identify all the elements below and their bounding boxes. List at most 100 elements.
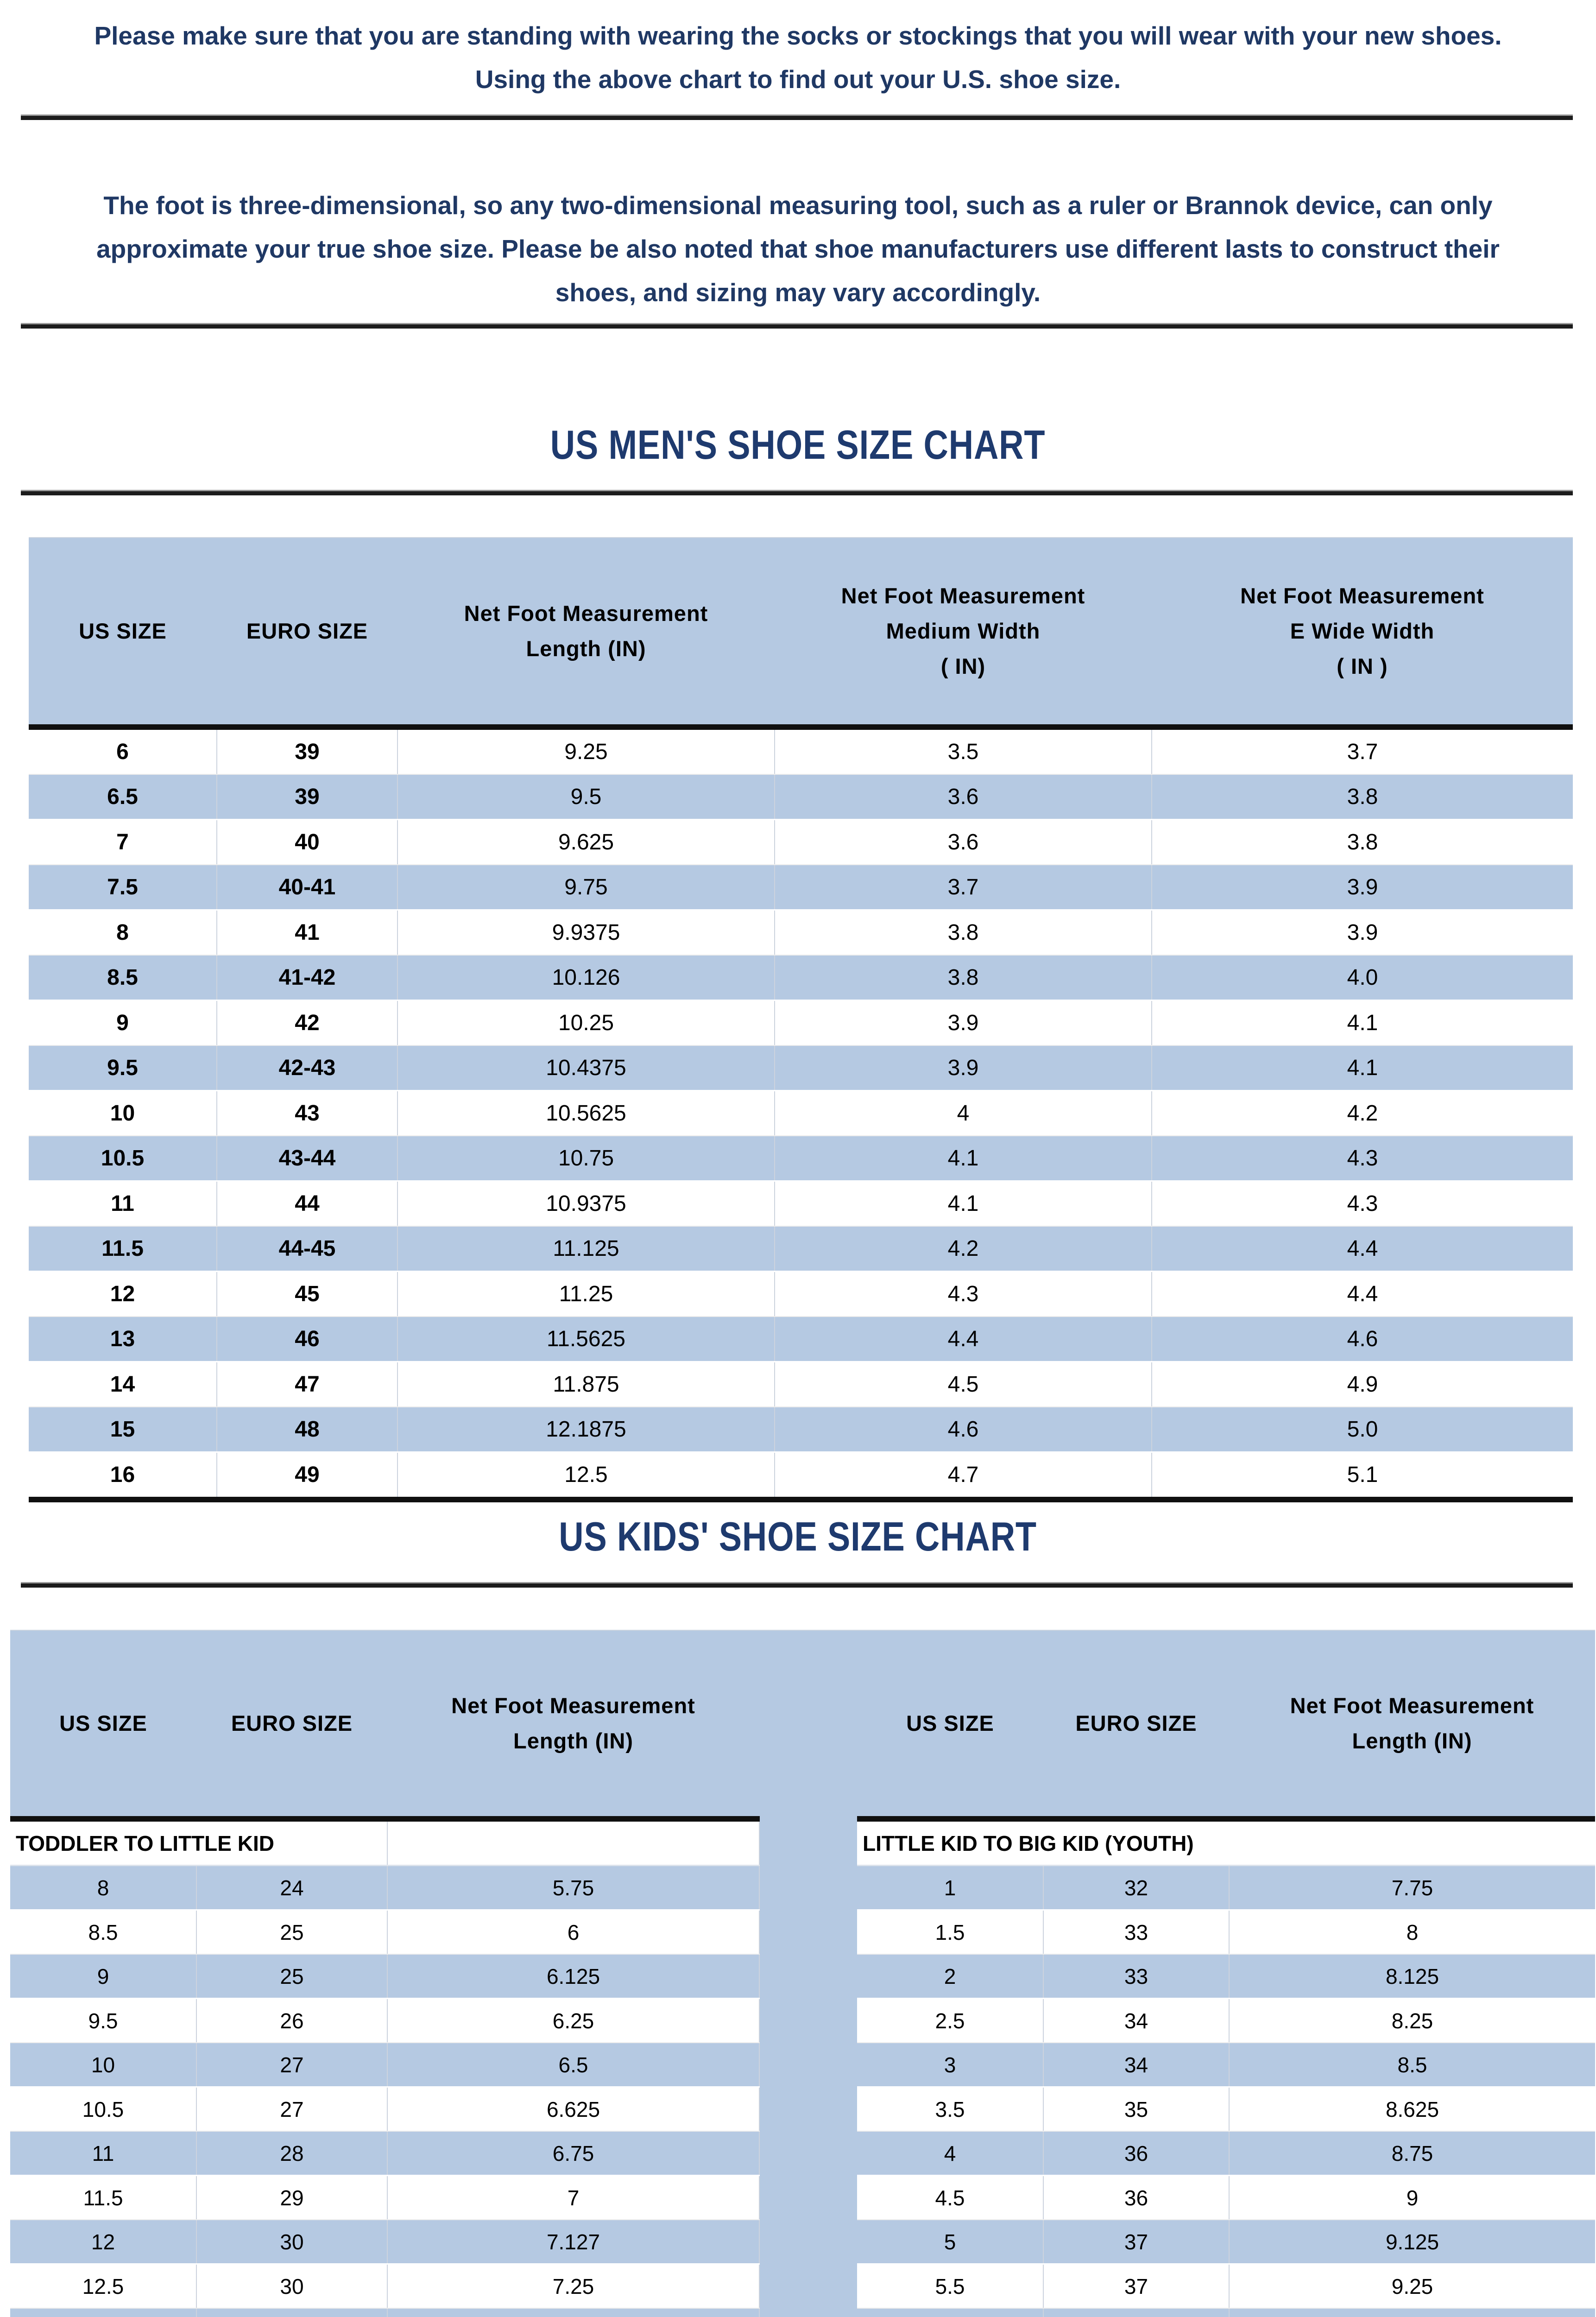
kids-table-row: 12.5 30 7.25 5.5 37 9.25 (10, 2264, 1595, 2309)
mens-size-cell: 42-43 (217, 1045, 398, 1091)
kids-size-cell: 33 (1043, 1910, 1230, 1955)
mens-table-row: 6.5 39 9.5 3.6 3.8 (29, 774, 1573, 820)
kids-size-cell: 30 (196, 2264, 388, 2309)
kids-size-cell: 11 (10, 2131, 197, 2176)
kids-size-cell: 32 (1043, 1865, 1230, 1911)
mens-size-cell: 3.9 (775, 1045, 1152, 1091)
mens-size-cell: 4.1 (775, 1136, 1152, 1182)
kids-size-cell: 5.75 (387, 1865, 760, 1911)
mens-size-cell: 4.2 (1152, 1090, 1573, 1136)
mens-table-row: 11.5 44-45 11.125 4.2 4.4 (29, 1226, 1573, 1272)
note-line: The foot is three-dimensional, so any tw… (103, 191, 1493, 220)
mens-header-row: US SIZE EURO SIZE Net Foot Measurement Leng… (29, 538, 1573, 730)
mens-size-cell: 4.7 (775, 1452, 1152, 1500)
divider-rule (21, 490, 1573, 495)
mens-size-cell: 40-41 (217, 865, 398, 911)
mens-table-row: 12 45 11.25 4.3 4.4 (29, 1271, 1573, 1317)
kids-size-cell: 7.5 (387, 2308, 760, 2317)
mens-size-cell: 9.9375 (397, 910, 775, 956)
kids-size-cell: 8.5 (1229, 2043, 1595, 2088)
kids-size-cell: 29 (196, 2175, 388, 2220)
mens-size-cell: 3.8 (775, 955, 1152, 1001)
mens-chart-title-text: US MEN'S SHOE SIZE CHART (550, 422, 1046, 468)
header-line: Length (IN) (513, 1728, 633, 1753)
mens-size-cell: 4.6 (1152, 1317, 1573, 1362)
mens-column-header-2: Net Foot Measurement Length (IN) (397, 538, 775, 730)
mens-size-cell: 12.5 (397, 1452, 775, 1500)
kids-size-cell: 6.5 (387, 2043, 760, 2088)
header-line: US SIZE (59, 1711, 147, 1735)
divider-rule (21, 114, 1573, 120)
mens-size-cell: 3.8 (775, 910, 1152, 956)
kids-size-cell: 13 (10, 2308, 197, 2317)
mens-column-header-4: Net Foot Measurement E Wide Width ( IN ) (1152, 538, 1573, 730)
kids-size-cell: 6.125 (387, 1954, 760, 1999)
kids-size-cell: 6.25 (387, 1998, 760, 2043)
kids-size-cell: 1.5 (857, 1910, 1044, 1955)
mens-size-cell: 41 (217, 910, 398, 956)
kids-size-cell: 12 (10, 2220, 197, 2265)
mens-size-cell: 11 (29, 1181, 217, 1227)
kids-size-cell: 6 (387, 1910, 760, 1955)
separator-cell (759, 2131, 857, 2176)
mens-size-cell: 44 (217, 1181, 398, 1227)
mens-table-row: 9 42 10.25 3.9 4.1 (29, 1000, 1573, 1046)
mens-size-cell: 39 (217, 774, 398, 820)
mens-size-cell: 4 (775, 1090, 1152, 1136)
mens-size-cell: 49 (217, 1452, 398, 1500)
mens-table-row: 8.5 41-42 10.126 3.8 4.0 (29, 955, 1573, 1001)
kids-table-row: 12 30 7.127 5 37 9.125 (10, 2220, 1595, 2265)
kids-size-cell: 11.5 (10, 2175, 197, 2220)
kids-size-cell: 6 (857, 2308, 1044, 2317)
mens-size-cell: 3.6 (775, 774, 1152, 820)
mens-size-cell: 11.5 (29, 1226, 217, 1272)
mens-size-cell: 39 (217, 727, 398, 775)
kids-size-cell: 35 (1043, 2087, 1230, 2132)
mens-table-row: 10.5 43-44 10.75 4.1 4.3 (29, 1136, 1573, 1182)
mens-size-cell: 43 (217, 1090, 398, 1136)
kids-size-cell: 5 (857, 2220, 1044, 2265)
mens-table-row: 13 46 11.5625 4.4 4.6 (29, 1317, 1573, 1362)
header-line: US SIZE (79, 619, 167, 643)
kids-size-cell: 27 (196, 2087, 388, 2132)
kids-chart-title-text: US KIDS' SHOE SIZE CHART (559, 1513, 1037, 1559)
kids-size-cell: 7.127 (387, 2220, 760, 2265)
mens-table-row: 11 44 10.9375 4.1 4.3 (29, 1181, 1573, 1227)
kids-size-cell: 8 (1229, 1910, 1595, 1955)
separator-cell (759, 2220, 857, 2264)
mens-size-cell: 9.5 (29, 1045, 217, 1091)
kids-size-cell: 5.5 (857, 2264, 1044, 2309)
mens-size-cell: 10.126 (397, 955, 775, 1001)
mens-size-cell: 44-45 (217, 1226, 398, 1272)
kids-table-row: 8.5 25 6 1.5 33 8 (10, 1910, 1595, 1955)
mens-size-cell: 12 (29, 1271, 217, 1317)
kids-size-cell: 2.5 (857, 1998, 1044, 2043)
mens-size-cell: 4.3 (1152, 1136, 1573, 1182)
kids-size-cell: 7.25 (387, 2264, 760, 2309)
mens-size-cell: 10.5625 (397, 1090, 775, 1136)
section-label-toddler: TODDLER TO LITTLE KID (10, 1819, 388, 1866)
intro-line: Please make sure that you are standing w… (94, 21, 1502, 50)
kids-table-row: 10 27 6.5 3 34 8.5 (10, 2043, 1595, 2088)
note-line: shoes, and sizing may vary accordingly. (555, 278, 1041, 307)
separator-cell (759, 2043, 857, 2087)
kids-size-cell: 34 (1043, 2043, 1230, 2088)
mens-size-cell: 4.6 (775, 1407, 1152, 1453)
mens-size-cell: 4.1 (1152, 1045, 1573, 1091)
kids-size-table: US SIZE EURO SIZE Net Foot Measurement Leng… (10, 1630, 1595, 2317)
mens-size-cell: 9 (29, 1000, 217, 1046)
kids-size-cell: 36 (1043, 2131, 1230, 2176)
mens-size-cell: 3.9 (1152, 865, 1573, 911)
mens-size-cell: 5.1 (1152, 1452, 1573, 1500)
kids-size-cell: 9 (1229, 2175, 1595, 2220)
kids-size-cell: 8.25 (1229, 1998, 1595, 2043)
section-label-youth: LITTLE KID TO BIG KID (YOUTH) (857, 1819, 1595, 1866)
kids-right-column-header-0: US SIZE (857, 1630, 1043, 1822)
mens-size-cell: 48 (217, 1407, 398, 1453)
kids-header-row: US SIZE EURO SIZE Net Foot Measurement Leng… (10, 1630, 1595, 1822)
mens-size-cell: 10.5 (29, 1136, 217, 1182)
mens-size-cell: 8 (29, 910, 217, 956)
kids-size-cell: 9 (10, 1954, 197, 1999)
kids-size-cell: 10 (10, 2043, 197, 2088)
mens-size-cell: 3.9 (775, 1000, 1152, 1046)
